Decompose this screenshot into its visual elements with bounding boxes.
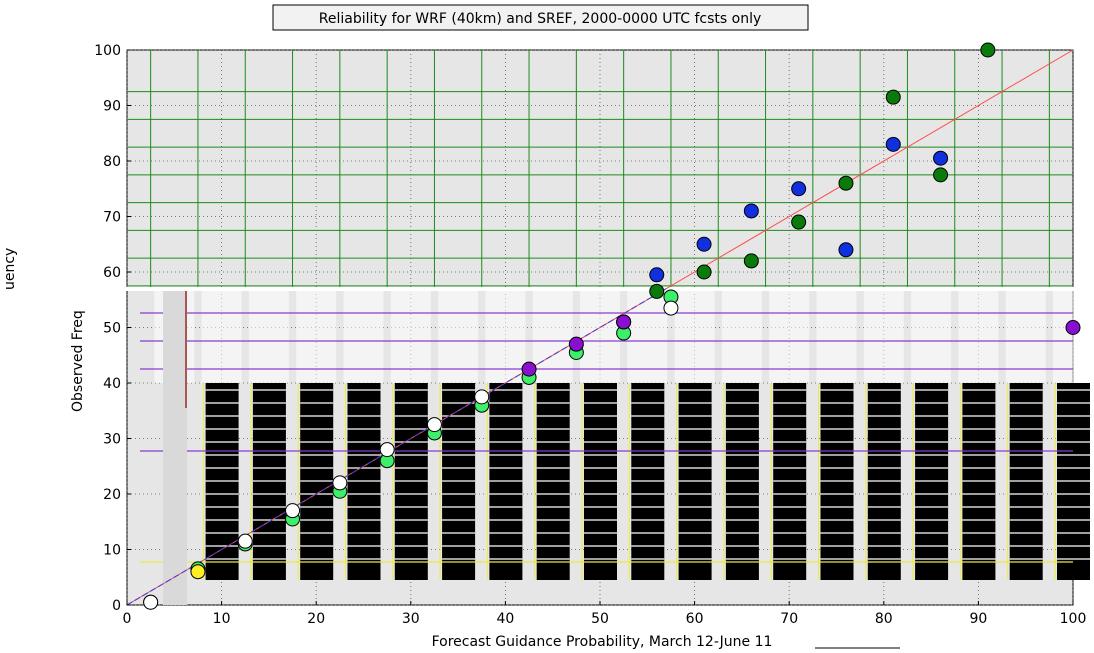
data-point-blue xyxy=(885,136,901,152)
data-point-darkgreen xyxy=(838,175,854,191)
data-point-purple xyxy=(1065,320,1081,335)
data-point-white xyxy=(663,300,679,316)
artifact-light-cell xyxy=(296,291,337,383)
artifact-light-cell xyxy=(816,291,857,383)
artifact-light-cell xyxy=(532,291,573,383)
x-tick-label: 70 xyxy=(780,611,798,627)
y-axis-title: Observed Freq xyxy=(70,310,86,412)
data-point-darkgreen xyxy=(791,214,807,230)
y-tick-label: 30 xyxy=(103,432,121,448)
data-point-purple xyxy=(521,361,537,377)
data-point-white xyxy=(474,389,490,405)
y-tick-label: 80 xyxy=(103,154,121,170)
y-tick-label: 100 xyxy=(94,43,121,59)
artifact-light-cell xyxy=(201,291,242,383)
data-point-darkgreen xyxy=(743,253,759,269)
artifact-light-cell xyxy=(674,291,715,383)
artifact-light-cell xyxy=(627,291,668,383)
data-point-white xyxy=(285,503,301,519)
y-tick-label: 10 xyxy=(103,543,121,559)
x-tick-label: 90 xyxy=(969,611,987,627)
data-point-darkgreen xyxy=(980,42,996,58)
x-tick-label: 40 xyxy=(496,611,514,627)
data-point-blue xyxy=(649,267,665,283)
artifact-light-cell xyxy=(769,291,810,383)
data-point-darkgreen xyxy=(885,89,901,105)
x-tick-label: 50 xyxy=(591,611,609,627)
data-point-blue xyxy=(838,242,854,258)
data-point-white xyxy=(426,417,442,433)
data-point-purple xyxy=(616,314,632,330)
artifact-light-cell xyxy=(248,291,289,383)
y-tick-label: 20 xyxy=(103,487,121,503)
points-layer xyxy=(143,42,1081,610)
artifact-light-cell xyxy=(343,291,384,383)
data-point-blue xyxy=(791,181,807,197)
data-point-darkgreen xyxy=(696,264,712,280)
artifact-light-cell xyxy=(390,291,431,383)
y-tick-label: 40 xyxy=(103,376,121,392)
title-box: Reliability for WRF (40km) and SREF, 200… xyxy=(272,4,809,31)
artifact-light-cell xyxy=(1053,291,1093,383)
artifact-light-cell xyxy=(863,291,904,383)
x-tick-label: 100 xyxy=(1060,611,1087,627)
x-tick-label: 10 xyxy=(213,611,231,627)
artifact-light-cell xyxy=(911,291,952,383)
artifact-light-cell xyxy=(485,291,526,383)
x-tick-label: 30 xyxy=(402,611,420,627)
data-point-yellow xyxy=(190,564,206,580)
data-point-white xyxy=(237,533,253,549)
artifact-grey-column xyxy=(163,291,187,605)
diagonal-layer xyxy=(126,49,1074,606)
data-point-darkgreen xyxy=(933,167,949,183)
y-tick-label: 60 xyxy=(103,265,121,281)
artifact-light-cell xyxy=(1005,291,1046,383)
data-point-white xyxy=(143,594,159,610)
y-tick-label: 50 xyxy=(103,321,121,337)
artifact-light-cell xyxy=(580,291,620,383)
chart-title: Reliability for WRF (40km) and SREF, 200… xyxy=(319,11,762,27)
x-tick-label: 20 xyxy=(307,611,325,627)
data-point-darkgreen xyxy=(649,283,665,299)
data-point-blue xyxy=(743,203,759,219)
artifact-light-cell xyxy=(438,291,479,383)
artifact-light-cell xyxy=(958,291,999,383)
data-point-blue xyxy=(696,236,712,252)
data-point-white xyxy=(379,442,395,458)
artifact-white-strip xyxy=(0,287,1094,291)
blue-guide-line xyxy=(126,288,667,606)
tick-labels: 0 10 20 30 40 50 60 70 80 90 100 0 10 20 30 40 50 60 70 80 9… xyxy=(94,43,1086,627)
x-axis-title: Forecast Guidance Probability, March 12-… xyxy=(432,634,773,650)
y-tick-label: 70 xyxy=(103,210,121,226)
x-tick-label: 80 xyxy=(875,611,893,627)
artifact-band xyxy=(0,287,1094,605)
data-point-purple xyxy=(568,336,584,352)
data-point-white xyxy=(332,475,348,491)
y-axis-title-fragment: uency xyxy=(2,248,18,290)
data-point-blue xyxy=(933,150,949,166)
x-tick-label: 0 xyxy=(123,611,132,627)
artifact-light-cell xyxy=(721,291,762,383)
y-tick-label: 90 xyxy=(103,99,121,115)
x-tick-label: 60 xyxy=(686,611,704,627)
y-tick-label: 0 xyxy=(112,598,121,614)
